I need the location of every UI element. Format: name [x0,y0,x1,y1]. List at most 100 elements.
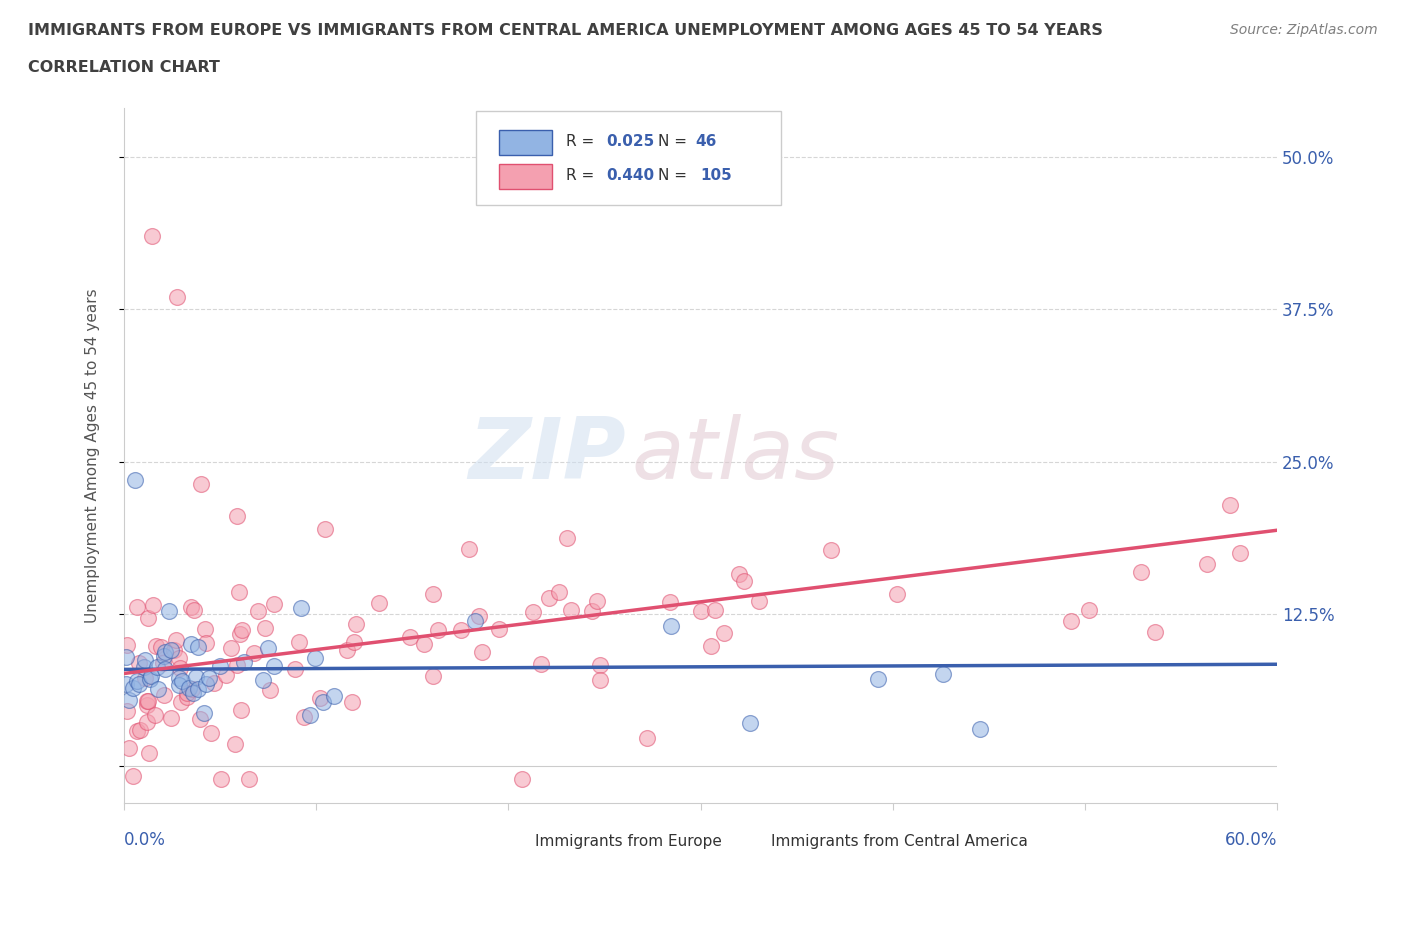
Point [636,730,658,745]
Point [659,619,682,634]
Point [426,623,449,638]
Point [149,639,172,654]
Point [176,689,198,704]
Point [231,623,253,638]
Point [190,476,212,491]
Y-axis label: Unemployment Among Ages 45 to 54 years: Unemployment Among Ages 45 to 54 years [86,288,100,623]
Point [180,599,202,614]
Point [215,668,238,683]
Point [231,703,253,718]
Point [868,671,890,686]
Point [488,621,510,636]
Point [194,621,217,636]
Text: 105: 105 [700,168,733,183]
Point [138,745,160,760]
Point [727,566,749,581]
Point [700,639,723,654]
Point [134,671,156,685]
Point [537,591,560,605]
Point [135,714,157,729]
Point [1195,556,1218,571]
Point [125,673,148,688]
Text: N =: N = [658,134,692,149]
Point [422,587,444,602]
Point [209,658,232,673]
Text: 0.025: 0.025 [606,134,654,149]
Point [169,660,191,675]
Point [170,673,193,688]
Point [145,659,167,674]
Point [128,677,150,692]
Point [155,662,177,677]
Point [368,596,391,611]
FancyBboxPatch shape [479,830,527,852]
Point [284,662,307,677]
FancyBboxPatch shape [475,112,782,206]
Point [450,623,472,638]
Text: 0.0%: 0.0% [124,830,166,849]
Text: atlas: atlas [631,414,839,497]
Point [288,634,311,649]
Point [219,641,242,656]
Point [209,771,232,786]
Point [336,642,359,657]
Point [177,681,200,696]
Text: ZIP: ZIP [468,414,626,497]
Point [152,655,174,670]
Point [548,584,571,599]
Point [343,634,366,649]
Point [141,229,163,244]
Point [969,722,991,737]
Point [181,686,204,701]
Point [263,658,285,673]
Point [820,543,842,558]
Point [142,598,165,613]
Text: R =: R = [565,168,599,183]
Point [238,771,260,786]
Point [252,673,274,688]
Point [188,711,211,726]
Point [176,685,198,700]
Point [125,599,148,614]
Point [233,655,256,670]
Point [132,659,155,674]
Point [253,620,276,635]
Point [180,637,202,652]
Point [690,604,713,618]
Point [467,608,489,623]
Text: 0.440: 0.440 [606,168,654,183]
Point [344,617,367,631]
Point [118,740,141,755]
Point [1143,624,1166,639]
Point [304,650,326,665]
Point [226,509,249,524]
Point [298,708,321,723]
Text: CORRELATION CHART: CORRELATION CHART [28,60,219,75]
Text: N =: N = [658,168,692,183]
Point [522,605,544,620]
Point [530,657,553,671]
Point [122,769,145,784]
Point [224,737,246,751]
Point [399,630,422,644]
Point [139,668,162,683]
Point [135,698,157,712]
Point [322,688,344,703]
Point [114,677,136,692]
Point [309,690,332,705]
Point [195,635,218,650]
Point [165,632,187,647]
Point [458,541,481,556]
Point [586,593,609,608]
Text: Source: ZipAtlas.com: Source: ZipAtlas.com [1230,23,1378,37]
Point [115,637,138,652]
Text: Immigrants from Central America: Immigrants from Central America [770,833,1028,849]
Point [1060,614,1083,629]
Point [589,658,612,673]
Point [340,695,363,710]
Point [659,595,682,610]
Point [512,771,534,786]
Point [464,613,486,628]
Text: 60.0%: 60.0% [1225,830,1277,849]
Point [160,711,183,725]
